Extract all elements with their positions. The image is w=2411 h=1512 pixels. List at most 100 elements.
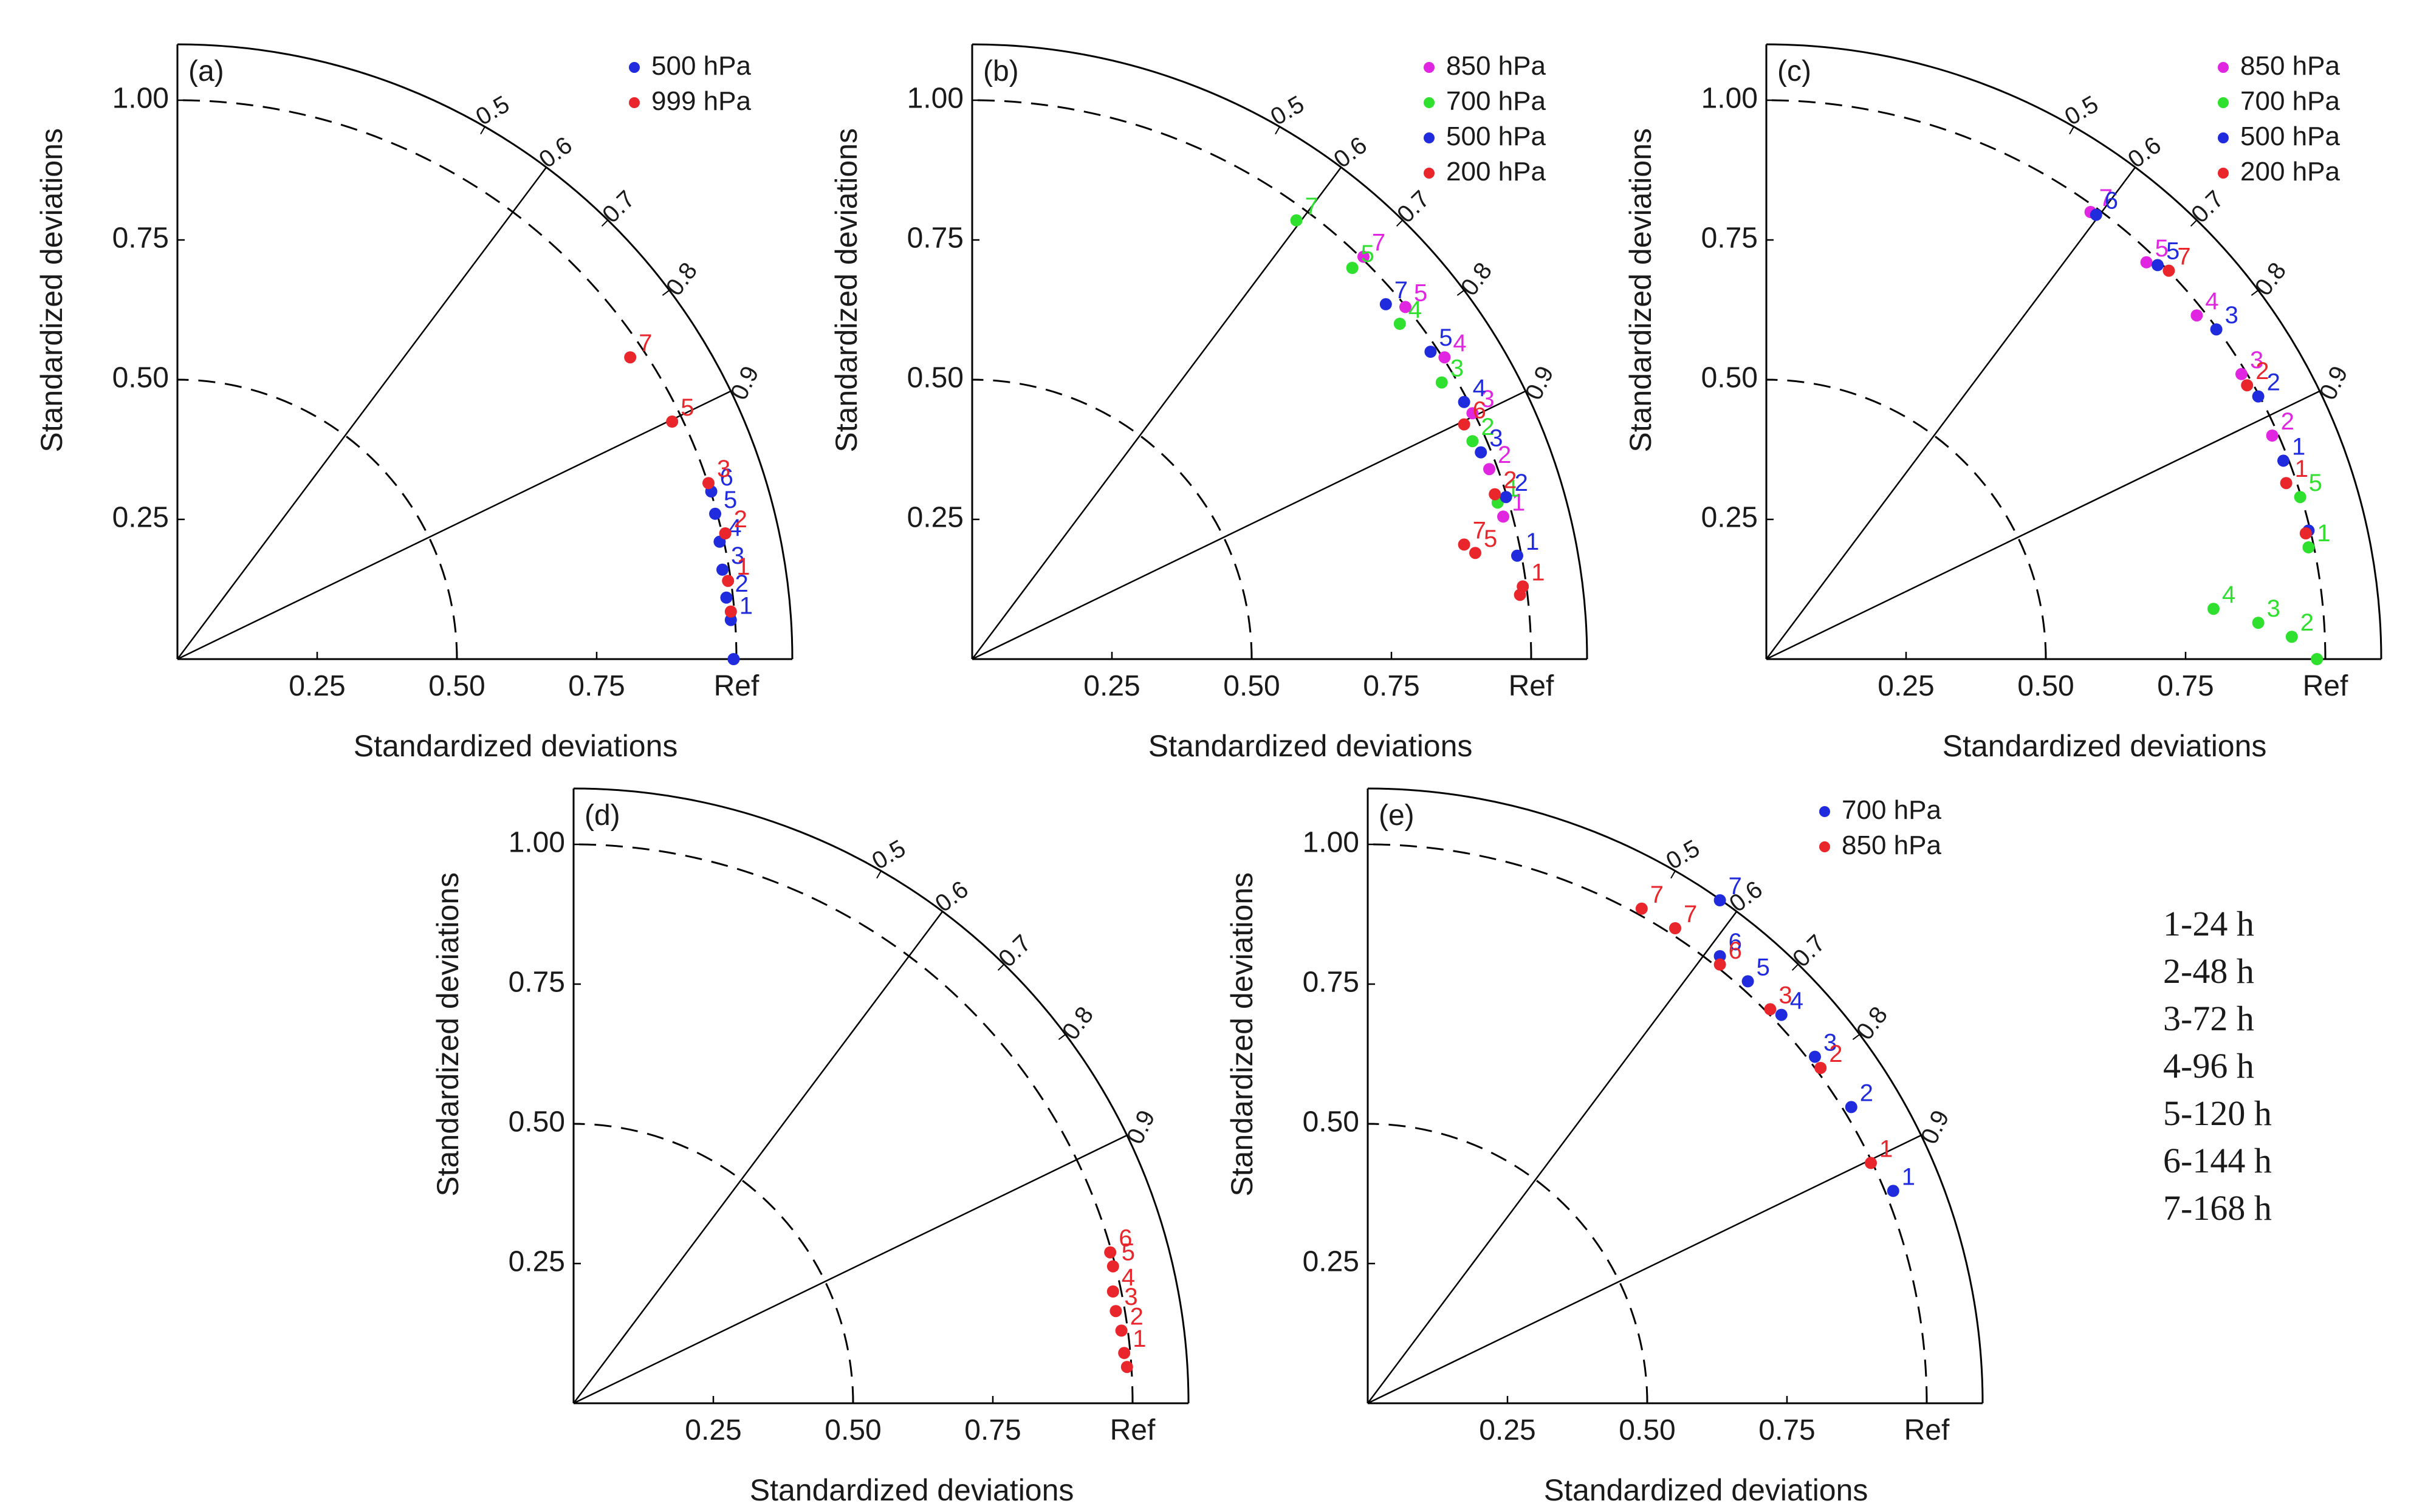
data-point	[1635, 902, 1648, 915]
corr-tick	[540, 166, 547, 175]
point-label: 1	[736, 553, 750, 580]
corr-tick-label: 0.5	[868, 835, 910, 875]
data-point	[1713, 894, 1726, 906]
point-label: 7	[1473, 517, 1486, 544]
std-arc	[1367, 843, 1928, 1404]
y-tick-label: 0.25	[907, 502, 964, 534]
data-point	[1713, 958, 1726, 971]
y-axis-title: Standardized deviations	[1225, 872, 1259, 1197]
panel-label: (a)	[188, 55, 224, 87]
data-point	[1511, 549, 1523, 562]
y-tick-label: 0.50	[112, 362, 169, 394]
data-point	[1458, 538, 1470, 551]
data-point	[1483, 463, 1495, 476]
x-axis-title: Standardized deviations	[750, 1473, 1074, 1507]
legend-marker	[1424, 132, 1435, 143]
x-tick-label: 0.25	[1878, 670, 1934, 702]
x-tick-label: 0.75	[2157, 670, 2214, 702]
taylor-panel-b: 0.5 0.6 0.7 0.8 0.9 0.25 0.25 0.50 0.50 0.75 0.75 1…	[829, 43, 1588, 763]
data-point	[1346, 262, 1359, 274]
y-tick-label: 0.25	[112, 502, 169, 534]
data-point	[719, 527, 732, 539]
y-tick-label: 0.25	[1303, 1246, 1359, 1278]
outer-arc	[177, 43, 794, 660]
data-point	[1109, 1305, 1122, 1318]
point-label: 1	[2292, 433, 2305, 460]
corr-tick	[1396, 219, 1404, 227]
corr-tick-label: 0.7	[1392, 185, 1435, 228]
point-label: 2	[1481, 414, 1494, 440]
correlation-line	[971, 166, 1342, 660]
taylor-panel-c: 0.5 0.6 0.7 0.8 0.9 0.25 0.25 0.50 0.50 0.75 0.75 1…	[1624, 43, 2382, 763]
y-tick-label: 0.50	[1701, 362, 1758, 394]
corr-tick-label: 0.6	[1329, 132, 1372, 174]
y-tick-label: 1.00	[509, 827, 565, 859]
point-label: 3	[1124, 1284, 1137, 1310]
data-point	[1106, 1260, 1119, 1273]
point-label: 7	[1684, 901, 1697, 928]
data-point	[1497, 510, 1509, 523]
corr-tick	[662, 289, 670, 296]
outer-arc	[1766, 43, 2382, 660]
data-point	[2207, 603, 2220, 615]
legend-marker	[1819, 806, 1830, 817]
x-axis-title: Standardized deviations	[354, 729, 678, 763]
data-point	[727, 653, 740, 665]
point-label: 5	[2155, 235, 2169, 262]
legend-label: 200 hPa	[1446, 157, 1546, 186]
point-label: 5	[1414, 279, 1427, 306]
y-tick-label: 1.00	[907, 83, 964, 115]
y-tick-label: 0.75	[112, 222, 169, 255]
data-point	[2294, 491, 2306, 504]
std-arc	[1367, 1123, 1648, 1404]
point-label: 5	[1122, 1239, 1135, 1266]
corr-tick-label: 0.5	[1662, 835, 1704, 875]
point-label: 5	[2166, 238, 2180, 264]
corr-tick	[1119, 1134, 1128, 1140]
legend-label: 999 hPa	[651, 86, 751, 116]
corr-tick-label: 0.7	[1788, 929, 1831, 972]
point-label: 6	[1473, 397, 1486, 424]
data-point	[1106, 1285, 1119, 1298]
point-label: 4	[2222, 581, 2235, 608]
std-arc	[972, 99, 1532, 660]
legend-label: 500 hPa	[651, 51, 751, 81]
point-label: 3	[2267, 595, 2280, 622]
point-label: 1	[1531, 559, 1545, 586]
point-label: 4	[728, 515, 741, 541]
point-label: 2	[2281, 408, 2294, 435]
point-label: 6	[2105, 188, 2118, 214]
data-point	[2302, 541, 2315, 553]
panel-label: (b)	[983, 55, 1019, 87]
ref-label: Ref	[2303, 670, 2348, 702]
point-label: 7	[1372, 230, 1385, 256]
lead-time-key-line: 5-120 h	[2163, 1093, 2272, 1133]
point-label: 2	[1498, 442, 1511, 468]
std-arc	[1766, 378, 2047, 660]
legend-label: 850 hPa	[1446, 51, 1546, 81]
data-point	[1438, 351, 1451, 364]
data-point	[716, 563, 729, 576]
lead-time-key-line: 6-144 h	[2163, 1141, 2272, 1180]
data-point	[1669, 922, 1681, 934]
data-point	[1458, 395, 1470, 408]
data-point	[1764, 1003, 1777, 1016]
data-point	[2235, 368, 2248, 380]
x-tick-label: 0.75	[1363, 670, 1419, 702]
correlation-line	[972, 390, 1526, 660]
point-label: 6	[720, 464, 733, 491]
point-label: 1	[1879, 1135, 1893, 1162]
series-200-hPa: 721	[2162, 244, 2312, 539]
legend-marker	[2218, 132, 2229, 143]
point-label: 5	[724, 487, 737, 513]
correlation-line	[177, 166, 547, 660]
taylor-panel-a: 0.5 0.6 0.7 0.8 0.9 0.25 0.25 0.50 0.50 0.75 0.75 1…	[35, 43, 794, 763]
outer-arc	[573, 787, 1190, 1404]
point-label: 3	[1450, 355, 1464, 382]
